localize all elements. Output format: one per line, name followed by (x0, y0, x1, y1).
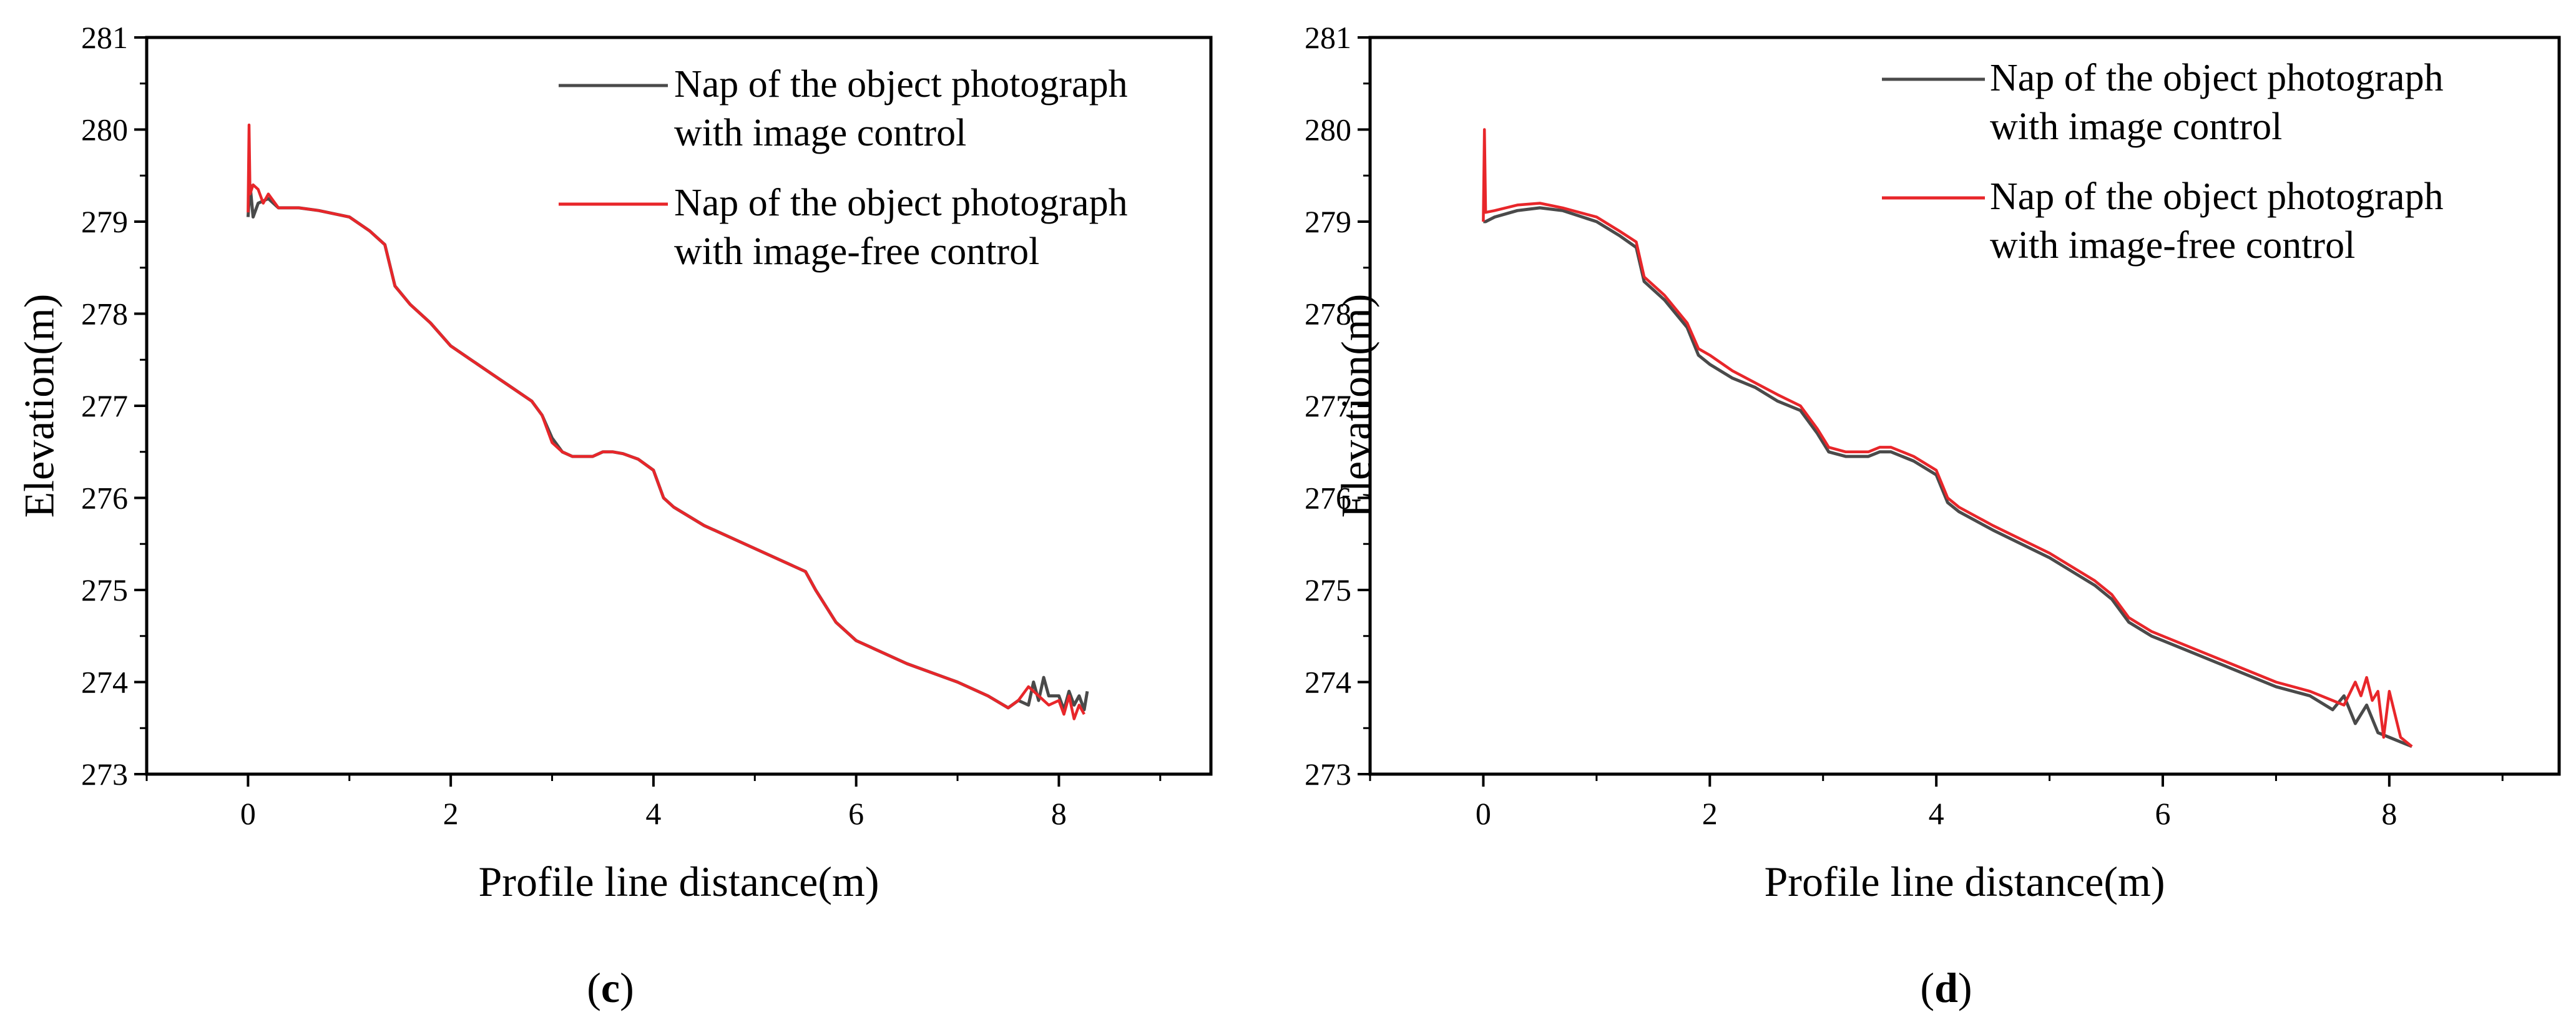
plot-frame (1368, 36, 2561, 776)
y-tick-label: 278 (1305, 297, 1351, 332)
x-axis-title: Profile line distance(m) (1764, 858, 2165, 905)
y-tick-label: 281 (1305, 20, 1351, 55)
y-tick-label: 275 (81, 572, 128, 607)
chart-panel-d: 0 2 4 6 8 273 274 275 276 277 278 279 280 281 Profile … (1305, 20, 2561, 1011)
y-tick-label: 275 (1305, 572, 1351, 607)
y-tick-label: 277 (81, 388, 128, 423)
y-tick-label: 273 (81, 757, 128, 792)
x-tick-label: 6 (848, 796, 864, 831)
panel-label: (d) (1920, 964, 1972, 1011)
series-line-1 (1483, 206, 2413, 749)
x-tick-label: 0 (1476, 796, 1491, 831)
y-tick-label: 276 (1305, 481, 1351, 516)
y-tick-label: 277 (1305, 388, 1351, 423)
x-tick-label: 8 (2381, 796, 2397, 831)
y-tick-label: 279 (81, 204, 128, 239)
x-axis-title: Profile line distance(m) (478, 858, 879, 905)
legend-entry-1: Nap of the object photograph with image c… (674, 63, 1128, 154)
legend-entry-1: Nap of the object photograph with image c… (1990, 57, 2444, 148)
x-tick-label: 2 (1702, 796, 1718, 831)
y-tick-label: 274 (81, 665, 128, 700)
y-tick-label: 278 (81, 297, 128, 332)
y-axis-title: Elevation(m) (16, 294, 63, 518)
x-tick-label: 2 (443, 796, 459, 831)
legend-entry-2: Nap of the object photograph with image-f… (674, 182, 1128, 273)
chart-panel-c: 0 2 4 6 8 273 274 275 276 277 278 279 280 281 Profile … (16, 20, 1213, 1011)
y-tick-label: 281 (81, 20, 128, 55)
y-tick-label: 279 (1305, 204, 1351, 239)
legend-entry-2: Nap of the object photograph with image-f… (1990, 175, 2444, 267)
y-tick-label: 280 (81, 112, 128, 147)
x-tick-label: 8 (1051, 796, 1067, 831)
y-tick-label: 273 (1305, 757, 1351, 792)
y-tick-label: 280 (1305, 112, 1351, 147)
x-tick-label: 6 (2155, 796, 2171, 831)
y-tick-label: 274 (1305, 665, 1351, 700)
y-axis-title: Elevation(m) (1333, 294, 1380, 518)
x-tick-label: 4 (645, 796, 661, 831)
series-line-2 (1482, 128, 2413, 748)
y-tick-label: 276 (81, 481, 128, 516)
panel-label: (c) (587, 964, 634, 1011)
x-tick-label: 4 (1929, 796, 1944, 831)
series-line-2 (247, 123, 1085, 720)
x-tick-label: 0 (240, 796, 256, 831)
